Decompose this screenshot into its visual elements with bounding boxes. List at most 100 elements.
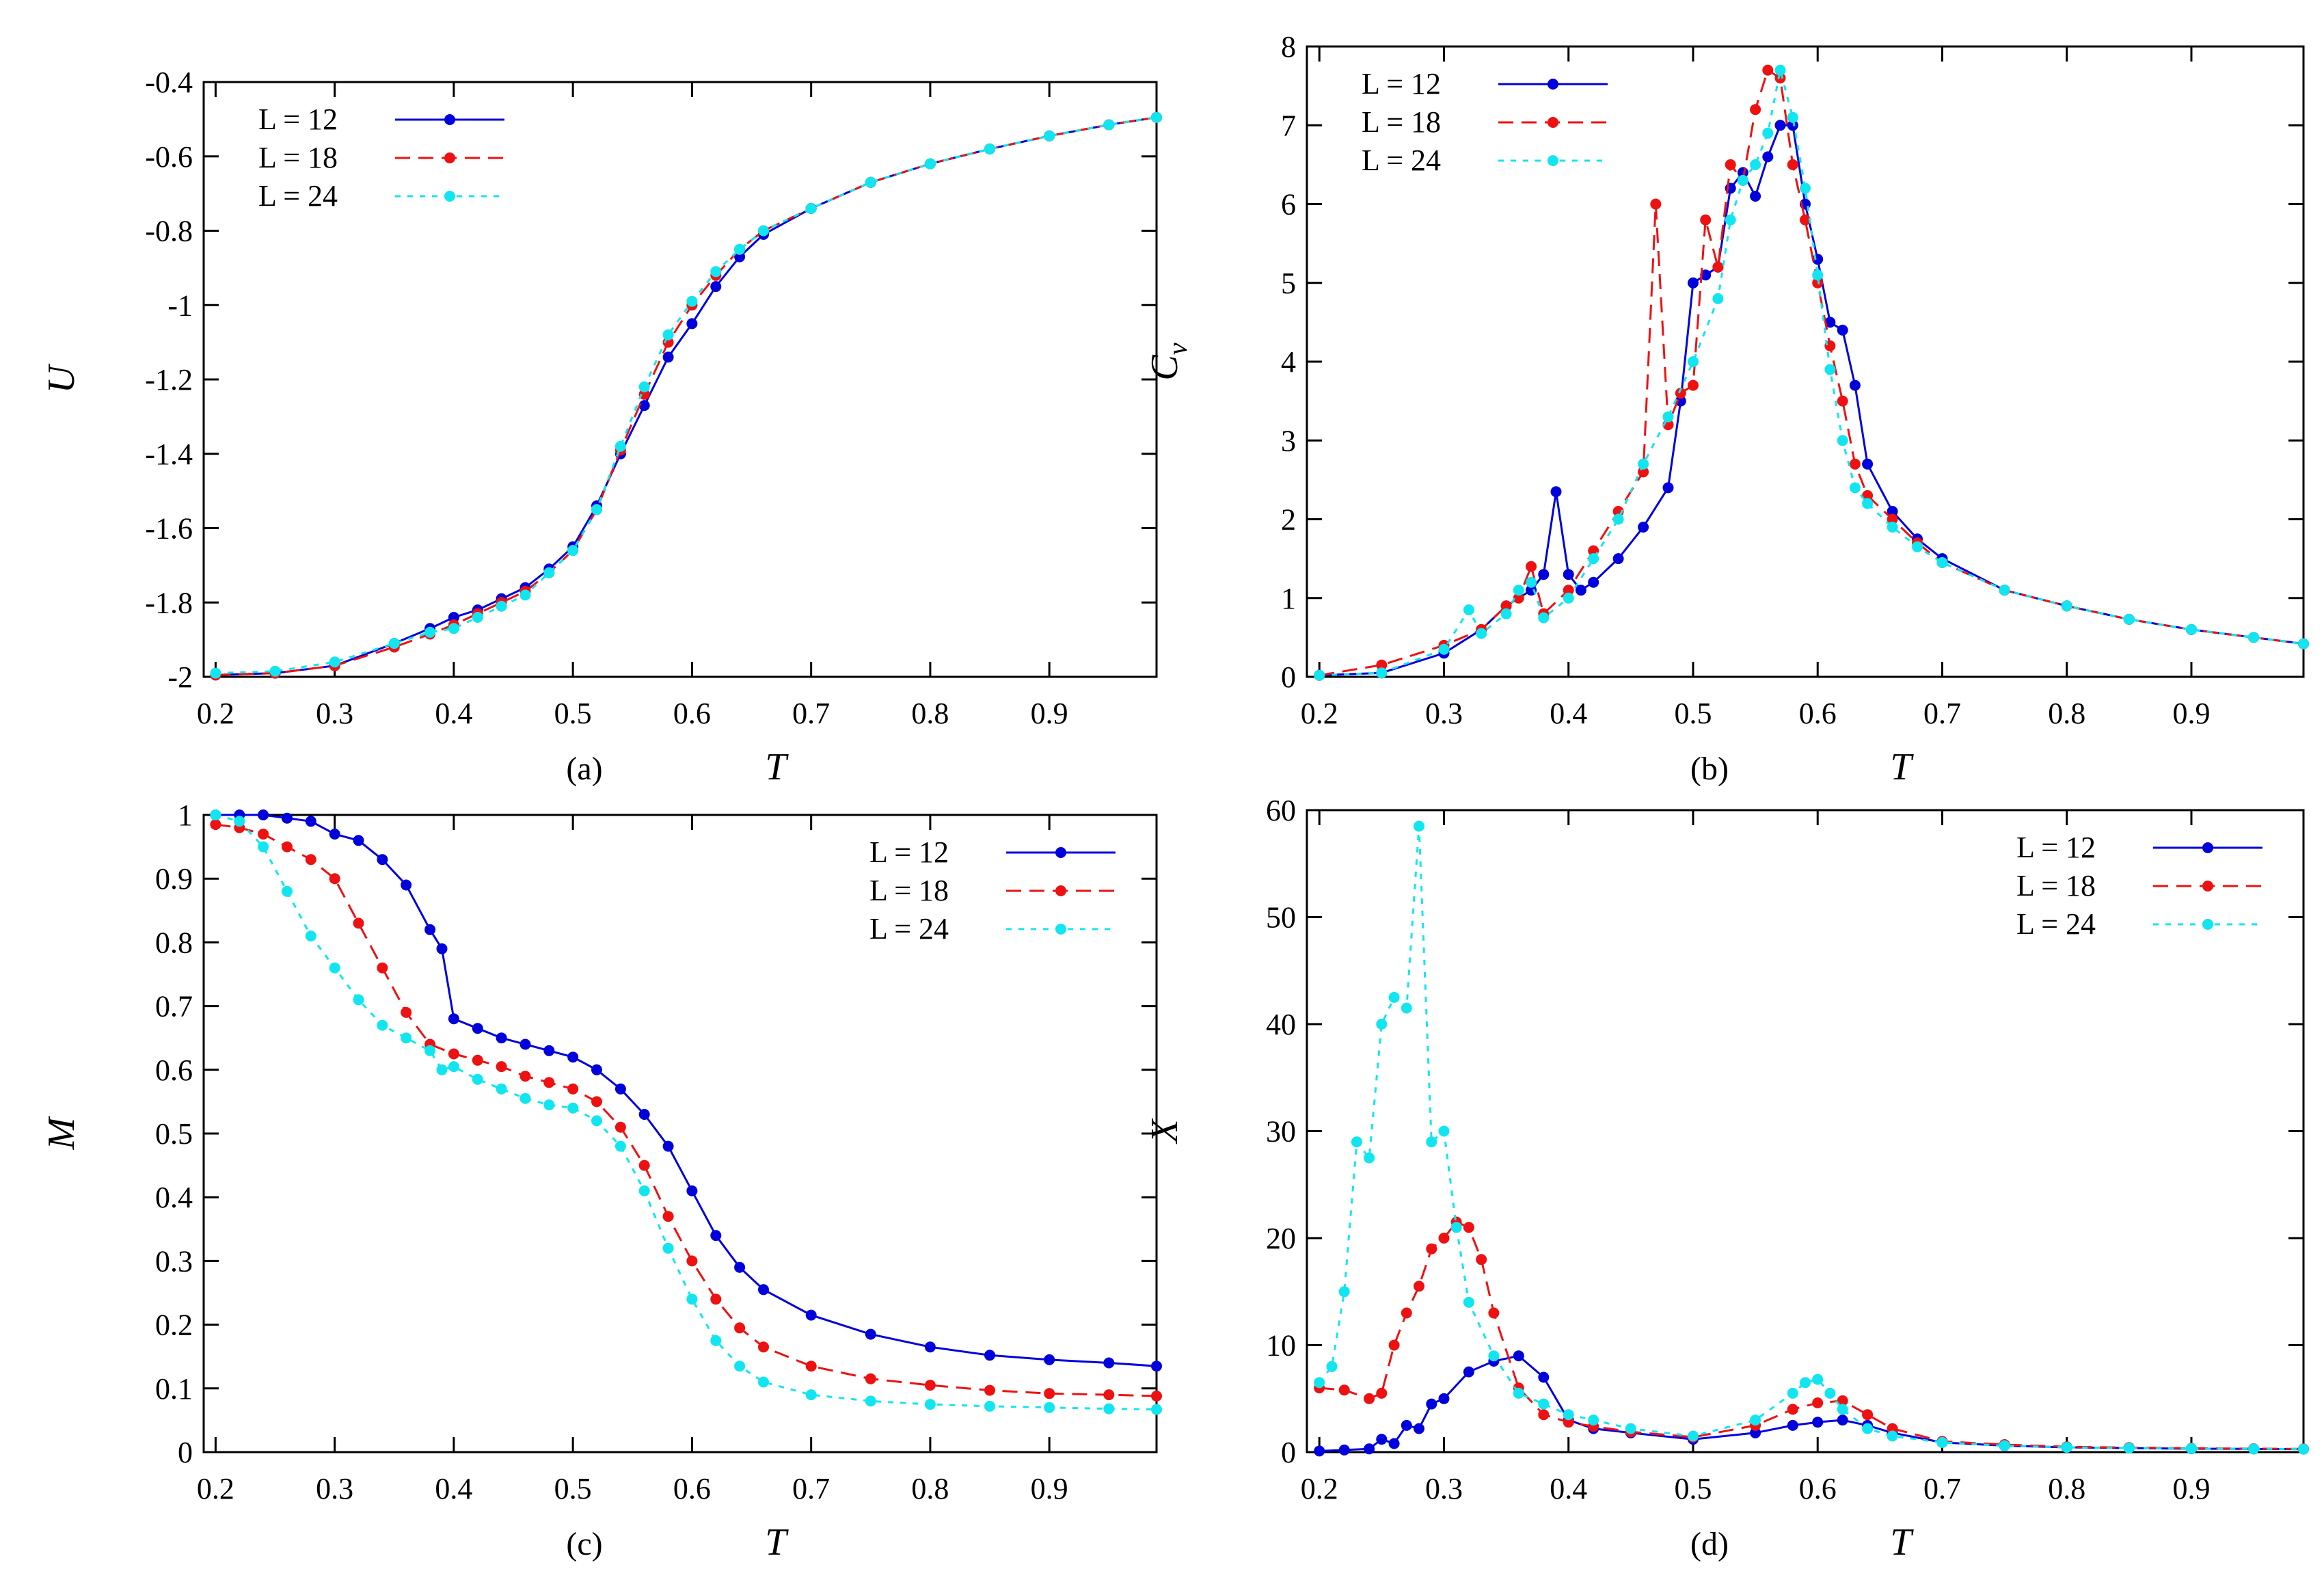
data-point <box>1103 119 1115 131</box>
data-point <box>1688 1430 1699 1442</box>
data-point <box>686 1185 698 1196</box>
y-tick-label: 0.2 <box>155 1309 193 1342</box>
data-point <box>1812 1417 1824 1428</box>
data-point <box>805 1389 817 1401</box>
data-point <box>1638 458 1649 470</box>
data-point <box>1463 1296 1474 1308</box>
legend-marker <box>1548 155 1558 166</box>
data-point <box>805 1309 817 1321</box>
data-point <box>567 1051 579 1063</box>
data-point <box>1364 1393 1375 1404</box>
data-point <box>1538 1371 1550 1383</box>
data-point <box>591 504 602 515</box>
y-tick-label: 8 <box>1281 30 1296 64</box>
y-tick-label: 7 <box>1281 109 1296 142</box>
data-point <box>1887 506 1898 517</box>
data-point <box>1314 1445 1325 1457</box>
data-point <box>1725 159 1736 170</box>
data-point <box>638 1185 650 1196</box>
data-point <box>448 1061 459 1073</box>
data-point <box>1688 277 1699 289</box>
data-point <box>710 1230 722 1242</box>
data-point <box>1563 1409 1574 1421</box>
y-tick-label: 0.3 <box>155 1244 193 1278</box>
data-point <box>282 841 293 853</box>
data-point <box>1812 269 1824 281</box>
legend-label: L = 12 <box>1362 67 1441 100</box>
data-point <box>1426 1243 1437 1255</box>
y-tick-label: 0 <box>1281 1436 1296 1469</box>
data-point <box>984 1350 995 1361</box>
y-tick-label: 0.4 <box>155 1181 193 1214</box>
data-point <box>519 1071 531 1082</box>
data-point <box>1887 522 1898 533</box>
data-point <box>1787 1387 1798 1399</box>
data-point <box>388 638 400 649</box>
data-point <box>1438 643 1450 655</box>
data-point <box>2123 1443 2135 1454</box>
data-point <box>258 841 269 853</box>
data-point <box>329 829 340 840</box>
data-point <box>1712 293 1724 304</box>
y-tick-label: 0.8 <box>155 926 193 959</box>
data-point <box>1338 1286 1350 1298</box>
data-point <box>1787 1419 1798 1431</box>
data-point <box>377 854 388 866</box>
x-tick-label: 0.7 <box>792 697 830 730</box>
data-point <box>424 626 436 638</box>
data-point <box>591 1064 602 1075</box>
data-point <box>638 1160 650 1171</box>
y-tick-label: 0.6 <box>155 1054 193 1087</box>
x-tick-label: 0.3 <box>316 697 353 730</box>
data-point <box>1463 1222 1474 1233</box>
data-point <box>1563 585 1574 596</box>
legend-marker <box>444 152 455 163</box>
data-point <box>1476 628 1487 639</box>
data-point <box>1862 458 1874 470</box>
data-point <box>1044 1402 1055 1413</box>
data-point <box>865 1373 876 1384</box>
legend-label: L = 24 <box>2016 907 2096 941</box>
data-point <box>1638 522 1649 533</box>
legend-marker <box>1548 79 1558 90</box>
data-point <box>496 1032 507 1044</box>
x-axis-label: T <box>1890 746 1914 788</box>
data-point <box>1936 557 1948 568</box>
data-point <box>1837 1404 1848 1415</box>
y-tick-label: -1 <box>167 289 193 322</box>
x-tick-label: 0.5 <box>554 1472 592 1505</box>
y-axis-label: U <box>40 363 83 393</box>
legend-label: L = 18 <box>258 141 338 174</box>
panel-label: (a) <box>566 751 602 787</box>
data-point <box>2248 1443 2260 1455</box>
data-point <box>710 1335 722 1346</box>
data-point <box>1563 592 1574 604</box>
data-point <box>1376 659 1388 671</box>
data-point <box>1625 1423 1636 1434</box>
y-tick-label: 40 <box>1266 1008 1296 1041</box>
data-point <box>638 1109 650 1120</box>
data-point <box>1725 214 1736 226</box>
data-point <box>258 809 269 820</box>
data-point <box>758 1341 769 1353</box>
x-tick-label: 0.6 <box>1799 1472 1837 1505</box>
data-point <box>424 1045 436 1056</box>
data-point <box>924 158 936 170</box>
data-point <box>1538 569 1550 580</box>
data-point <box>1712 261 1724 273</box>
data-point <box>1326 1361 1338 1372</box>
data-point <box>614 440 626 452</box>
data-point <box>329 873 340 885</box>
data-point <box>1837 1415 1848 1426</box>
data-point <box>710 1294 722 1305</box>
data-point <box>1364 1152 1375 1164</box>
data-point <box>662 1242 674 1254</box>
data-point <box>353 917 364 929</box>
y-axis-label: Cv <box>1144 343 1193 380</box>
data-point <box>1338 1444 1350 1456</box>
y-tick-label: 0.5 <box>155 1117 193 1151</box>
data-point <box>1314 1377 1325 1389</box>
data-point <box>1103 1403 1115 1415</box>
data-point <box>1563 569 1574 580</box>
data-point <box>567 545 579 557</box>
